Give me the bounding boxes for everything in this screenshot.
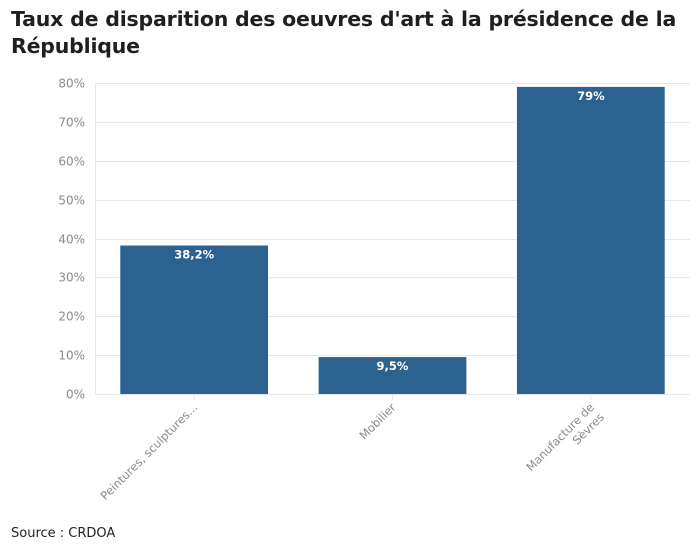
x-axis-category-labels: Peintures, sculptures... Mobilier Manufact… <box>98 400 607 503</box>
data-labels: 38,2% 9,5% 79% <box>174 89 605 373</box>
source-note: Source : CRDOA <box>11 526 116 541</box>
y-tick-label: 10% <box>58 349 85 363</box>
bar <box>120 245 269 394</box>
y-tick-label: 30% <box>58 271 85 285</box>
chart-title: Taux de disparition des oeuvres d'art à … <box>11 7 677 58</box>
y-tick-label: 70% <box>58 116 85 130</box>
x-category-label: Peintures, sculptures... <box>98 400 201 503</box>
bars <box>120 86 665 394</box>
bar <box>318 357 467 394</box>
data-label: 79% <box>577 89 605 103</box>
y-tick-label: 40% <box>58 233 85 247</box>
x-category-label: Mobilier <box>356 400 398 442</box>
bar <box>516 86 665 394</box>
x-axis-ticks <box>193 394 592 400</box>
y-tick-label: 0% <box>66 388 85 402</box>
y-tick-label: 60% <box>58 155 85 169</box>
y-tick-label: 20% <box>58 310 85 324</box>
x-category-label: Manufacture deSèvres <box>523 400 607 484</box>
data-label: 38,2% <box>174 247 214 261</box>
y-tick-label: 50% <box>58 194 85 208</box>
data-label: 9,5% <box>377 359 409 373</box>
y-tick-label: 80% <box>58 77 85 91</box>
y-axis-tick-labels: 0% 10% 20% 30% 40% 50% 60% 70% 80% <box>58 77 85 402</box>
